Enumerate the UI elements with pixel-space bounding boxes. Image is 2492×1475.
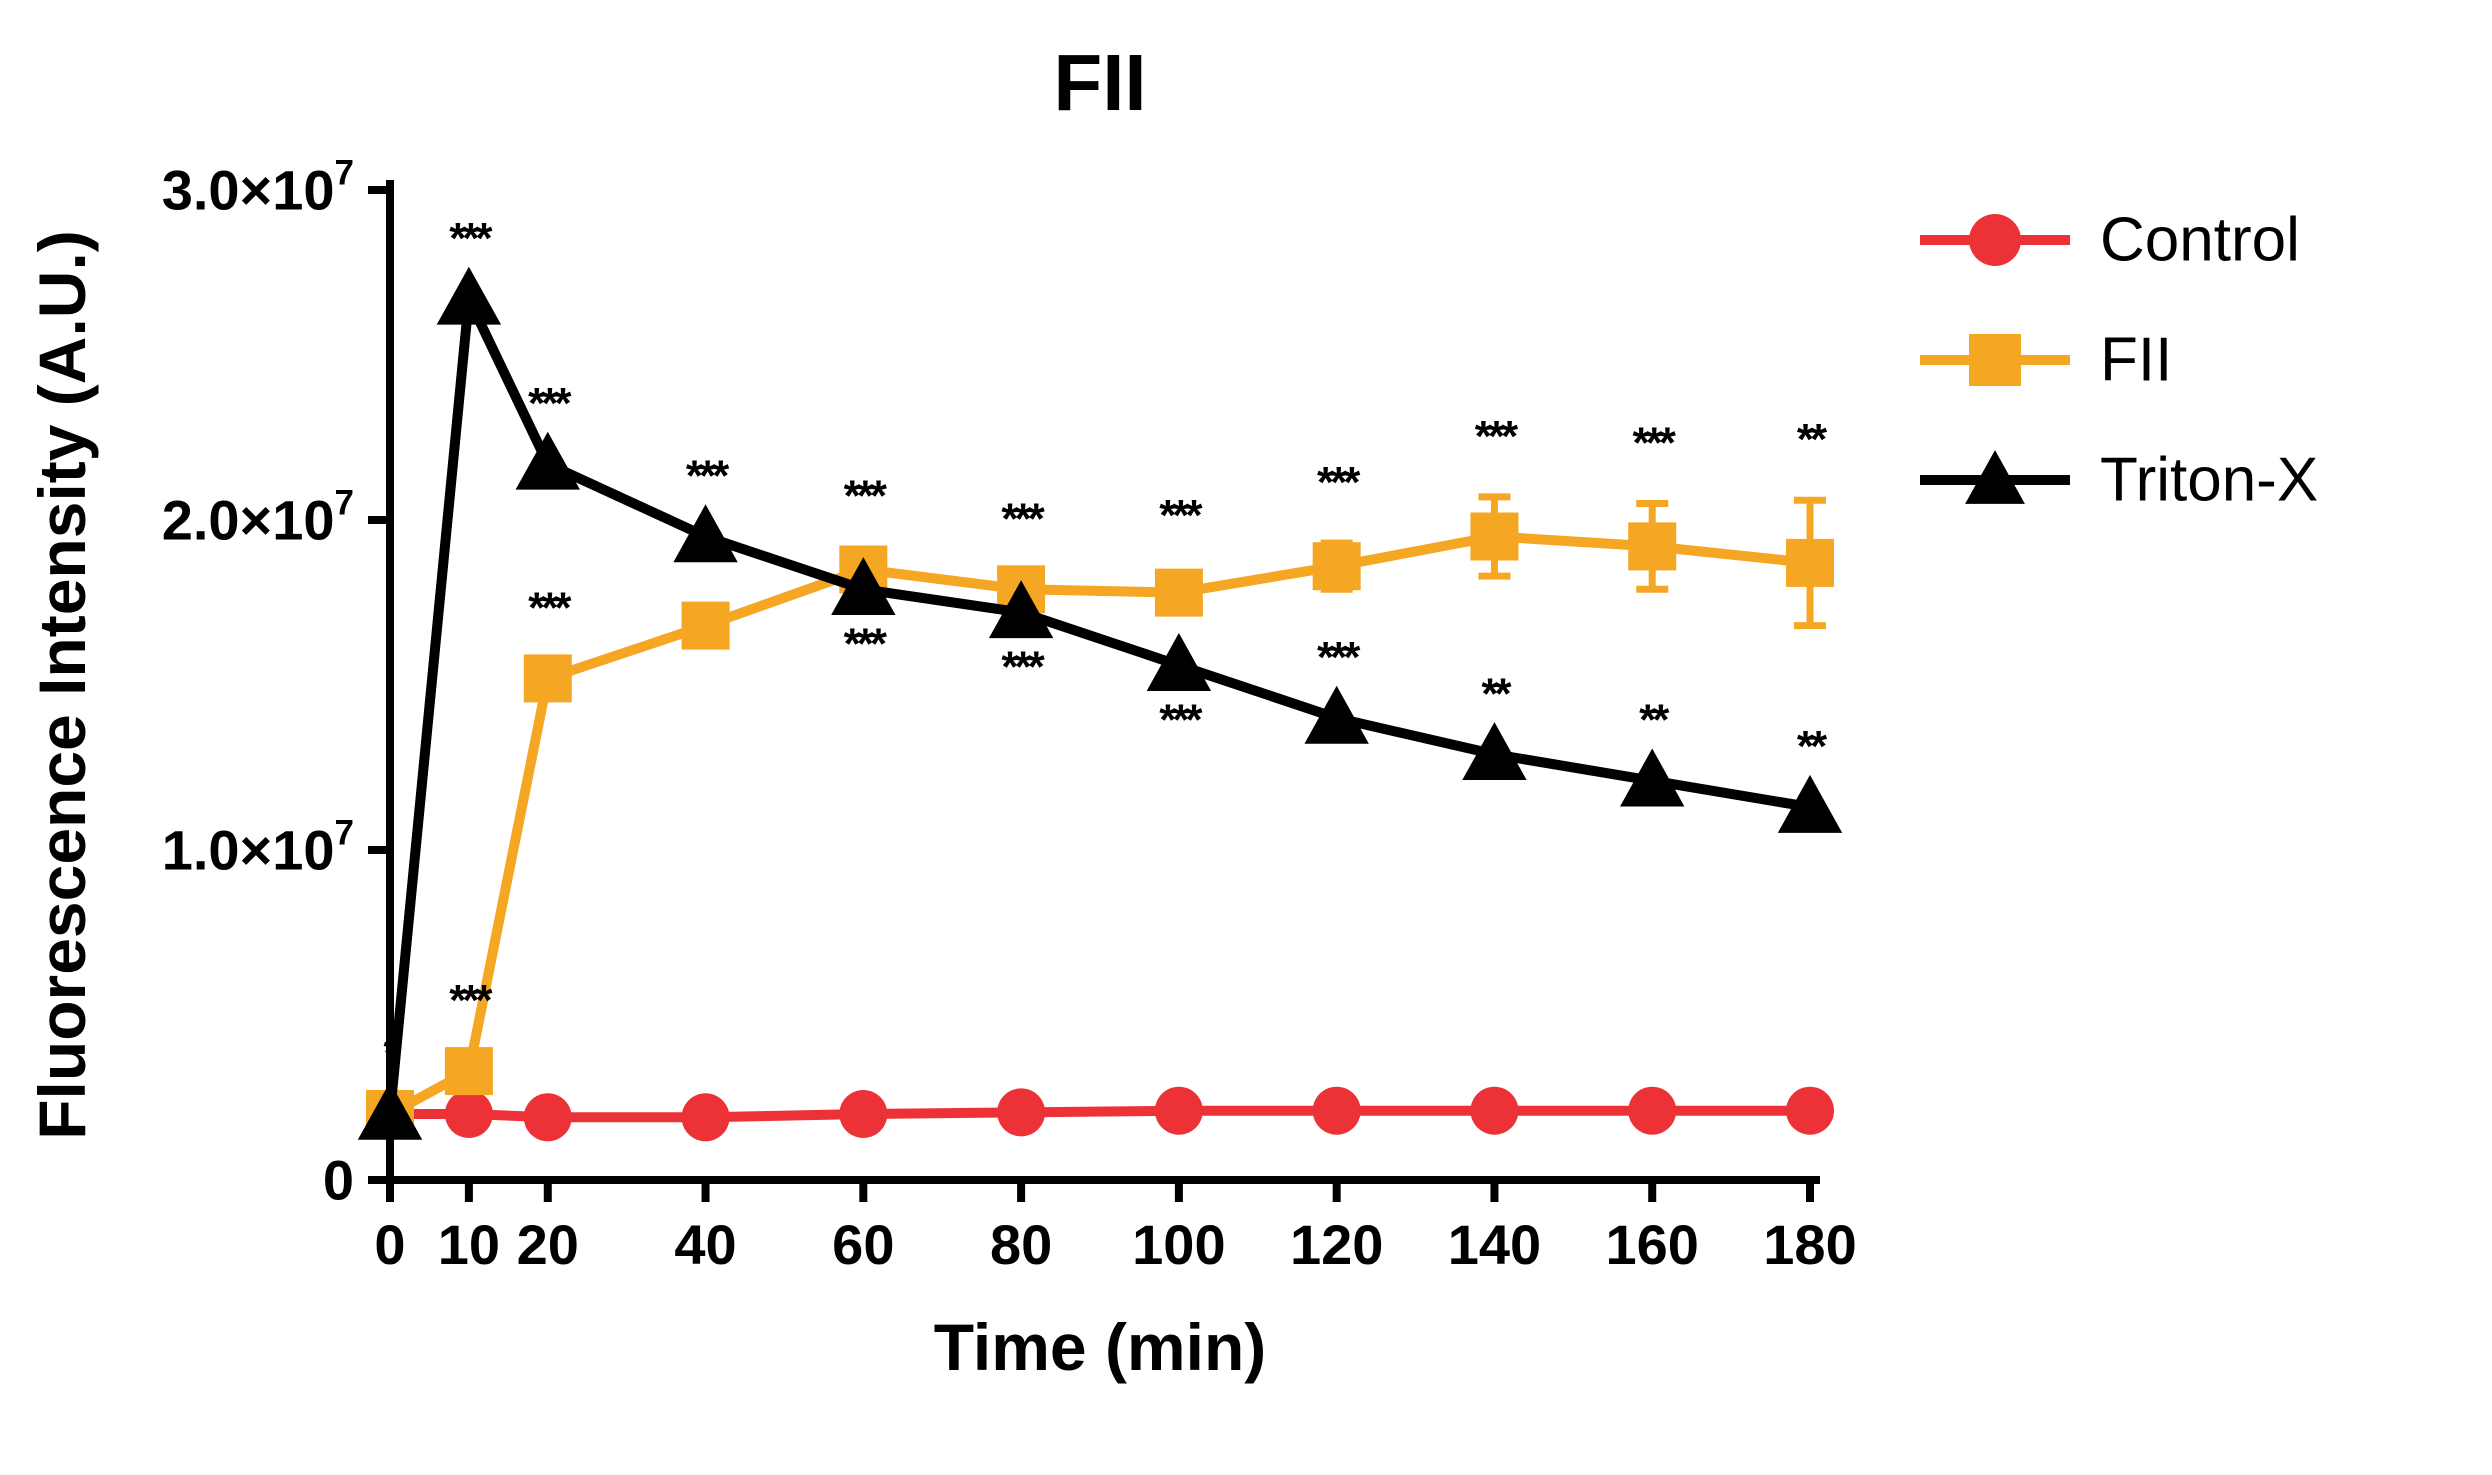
marker-square bbox=[1628, 522, 1676, 570]
x-tick-label: 60 bbox=[832, 1213, 894, 1276]
significance-label: *** bbox=[844, 471, 888, 520]
x-tick-label: 180 bbox=[1763, 1213, 1856, 1276]
marker-square bbox=[1786, 539, 1834, 587]
chart-container: FII 0 10 20 40 60 80 100 120 140 160 180 Time (min) 0… bbox=[0, 0, 2492, 1475]
significance-label: *** bbox=[1317, 633, 1361, 682]
marker-square bbox=[682, 602, 730, 650]
significance-label: *** bbox=[1633, 419, 1677, 468]
x-tick-label: 40 bbox=[674, 1213, 736, 1276]
marker-circle bbox=[1313, 1087, 1361, 1135]
significance-label: *** bbox=[528, 584, 572, 633]
line-chart: FII 0 10 20 40 60 80 100 120 140 160 180 Time (min) 0… bbox=[0, 0, 2492, 1475]
x-tick-label: 100 bbox=[1132, 1213, 1225, 1276]
y-tick-label: 0 bbox=[323, 1149, 354, 1212]
marker-circle bbox=[997, 1088, 1045, 1136]
y-tick-label: 3.0×107 bbox=[162, 153, 354, 221]
marker-circle bbox=[1155, 1087, 1203, 1135]
x-tick-label: 20 bbox=[517, 1213, 579, 1276]
legend-label: FII bbox=[2100, 325, 2172, 394]
significance-label: *** bbox=[1159, 491, 1203, 540]
y-tick-label: 1.0×107 bbox=[162, 813, 354, 881]
x-tick-label: 0 bbox=[374, 1213, 405, 1276]
x-tick-label: 80 bbox=[990, 1213, 1052, 1276]
marker-circle bbox=[682, 1093, 730, 1141]
x-tick-label: 120 bbox=[1290, 1213, 1383, 1276]
marker-square bbox=[1313, 542, 1361, 590]
significance-label: *** bbox=[844, 620, 888, 669]
significance-label: *** bbox=[686, 452, 730, 501]
marker-square bbox=[1470, 513, 1518, 561]
significance-label: *** bbox=[1317, 458, 1361, 507]
marker-square bbox=[524, 654, 572, 702]
significance-label: *** bbox=[449, 976, 493, 1025]
marker-square bbox=[445, 1047, 493, 1095]
significance-label: *** bbox=[449, 214, 493, 263]
x-tick-label: 10 bbox=[438, 1213, 500, 1276]
significance-label: *** bbox=[1001, 643, 1045, 692]
chart-title: FII bbox=[1053, 38, 1146, 127]
significance-label: *** bbox=[528, 379, 572, 428]
y-axis-label: Fluorescence Intensity (A.U.) bbox=[25, 230, 99, 1140]
legend-label: Control bbox=[2100, 205, 2300, 274]
marker-circle bbox=[1470, 1087, 1518, 1135]
marker-circle bbox=[839, 1090, 887, 1138]
marker-square bbox=[1969, 334, 2021, 386]
x-tick-label: 140 bbox=[1448, 1213, 1541, 1276]
marker-circle bbox=[445, 1090, 493, 1138]
y-tick-label: 2.0×107 bbox=[162, 483, 354, 551]
marker-circle bbox=[1786, 1087, 1834, 1135]
marker-circle bbox=[1628, 1087, 1676, 1135]
x-tick-label: 160 bbox=[1606, 1213, 1699, 1276]
significance-label: *** bbox=[686, 531, 730, 580]
significance-label: *** bbox=[1001, 494, 1045, 543]
marker-circle bbox=[1969, 214, 2021, 266]
x-axis-label: Time (min) bbox=[934, 1310, 1266, 1384]
marker-circle bbox=[524, 1093, 572, 1141]
legend-label: Triton-X bbox=[2100, 445, 2318, 514]
significance-label: *** bbox=[1159, 695, 1203, 744]
significance-label: *** bbox=[1475, 412, 1519, 461]
marker-square bbox=[1155, 569, 1203, 617]
